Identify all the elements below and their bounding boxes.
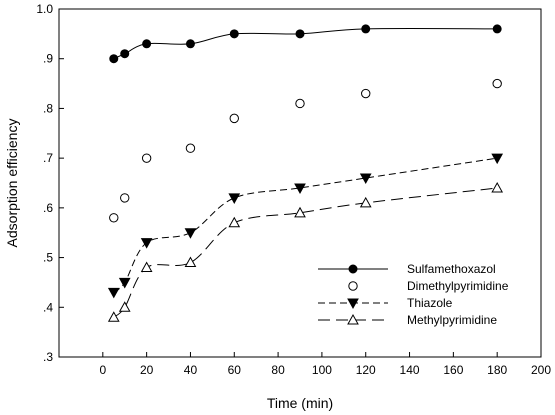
data-point-series-3 <box>184 256 197 268</box>
y-axis-ticks: .3 .4 .5 .6 .7 .8 .9 1.0 <box>36 2 64 364</box>
data-point-series-2 <box>491 153 504 165</box>
x-tick-label: 40 <box>184 363 198 377</box>
data-point-series-0 <box>185 39 195 49</box>
y-tick-label: .8 <box>43 101 53 115</box>
data-point-series-1 <box>492 78 502 89</box>
x-tick-label: 100 <box>312 363 332 377</box>
x-tick-label: 60 <box>228 363 242 377</box>
x-tick-label: 160 <box>443 363 463 377</box>
y-axis-title: Adsorption efficiency <box>4 119 20 248</box>
data-point-series-3 <box>294 206 306 218</box>
data-point-series-3 <box>118 301 131 312</box>
legend-marker-0 <box>348 264 358 274</box>
y-tick-label: .9 <box>43 52 53 66</box>
legend-marker-2 <box>347 298 359 310</box>
data-point-series-0 <box>142 39 152 49</box>
legend-label-1: Dimethylpyrimidine <box>407 279 509 293</box>
data-point-series-0 <box>492 24 502 34</box>
legend: Sulfamethoxazol Dimethylpyrimidine Thiazol… <box>318 262 509 327</box>
plot-frame <box>58 8 542 358</box>
data-point-series-1 <box>361 88 371 99</box>
data-point-series-1 <box>185 143 196 153</box>
data-point-series-2 <box>140 238 153 249</box>
data-point-series-3 <box>491 181 504 193</box>
data-point-series-1 <box>109 213 119 223</box>
y-tick-label: .4 <box>43 300 53 314</box>
x-tick-label: 120 <box>356 363 376 377</box>
y-tick-label: .7 <box>43 151 53 165</box>
series-line-0 <box>113 28 498 60</box>
data-point-series-2 <box>118 277 131 289</box>
legend-label-3: Methylpyrimidine <box>407 313 497 327</box>
data-point-series-0 <box>295 29 305 39</box>
x-axis-ticks: 0 20 40 60 80 100 120 140 160 180 200 <box>99 352 551 377</box>
y-tick-label: 1.0 <box>36 2 53 16</box>
legend-marker-3 <box>347 313 359 325</box>
data-point-series-0 <box>361 24 371 34</box>
legend-marker-1 <box>348 281 358 291</box>
x-tick-label: 180 <box>487 363 507 377</box>
series-line-3 <box>113 187 498 318</box>
y-tick-label: .3 <box>43 350 53 364</box>
x-tick-label: 20 <box>140 363 154 377</box>
y-tick-label: .5 <box>43 251 53 265</box>
data-point-series-2 <box>294 183 306 195</box>
x-tick-label: 0 <box>99 363 106 377</box>
data-point-series-0 <box>229 29 239 39</box>
series-markers <box>107 24 504 322</box>
data-point-series-0 <box>120 49 130 59</box>
data-point-series-2 <box>107 287 120 299</box>
data-point-series-3 <box>140 261 153 273</box>
data-point-series-2 <box>228 193 241 204</box>
data-point-series-3 <box>359 196 372 208</box>
data-point-series-3 <box>107 311 120 322</box>
legend-label-2: Thiazole <box>407 296 453 310</box>
x-axis-title: Time (min) <box>267 395 333 411</box>
legend-label-0: Sulfamethoxazol <box>407 262 496 276</box>
y-tick-label: .6 <box>43 201 53 215</box>
data-point-series-2 <box>184 228 197 239</box>
data-point-series-1 <box>229 113 239 124</box>
data-point-series-1 <box>141 153 152 163</box>
data-point-series-1 <box>120 193 130 203</box>
data-point-series-0 <box>109 54 119 64</box>
x-tick-label: 200 <box>531 363 551 377</box>
data-point-series-2 <box>359 173 372 185</box>
data-point-series-3 <box>228 216 241 228</box>
x-tick-label: 140 <box>400 363 420 377</box>
data-point-series-1 <box>295 98 305 109</box>
x-tick-label: 80 <box>271 363 285 377</box>
